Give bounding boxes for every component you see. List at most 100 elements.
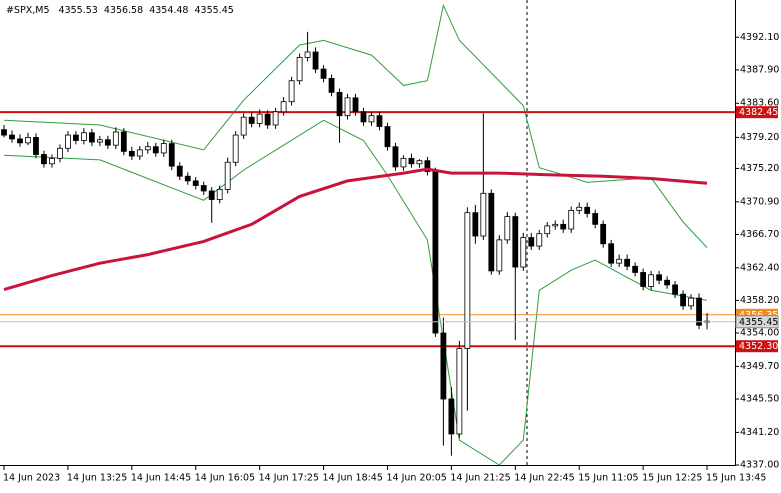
candle-body: [184, 175, 191, 182]
candle-body: [112, 131, 119, 146]
candle-body: [392, 146, 399, 168]
candle-body: [200, 185, 207, 192]
chart-title: #SPX,M5 4355.53 4356.58 4354.48 4355.45: [6, 5, 234, 16]
y-tick-label: 4337.00: [740, 460, 779, 471]
candle-body: [656, 274, 663, 281]
candle-body: [616, 258, 623, 264]
moving-average: [3, 167, 708, 292]
x-tick-label: 14 Jun 13:25: [67, 473, 127, 484]
ohlc-open: 4355.53: [59, 5, 98, 16]
candle-body: [376, 115, 383, 127]
current-price-box: [735, 315, 779, 329]
candle-body: [312, 51, 319, 70]
candle-body: [696, 297, 702, 326]
candle-body: [288, 80, 295, 103]
x-tick-label: 15 Jun 11:05: [578, 473, 638, 484]
x-tick-label: 14 Jun 18:45: [323, 473, 383, 484]
candle-body: [176, 165, 183, 177]
x-tick-label: 15 Jun 13:45: [706, 473, 766, 484]
candle-body: [104, 139, 111, 146]
candle-body: [584, 206, 591, 214]
candle-body: [336, 91, 343, 117]
candle-body: [576, 206, 583, 211]
candle-body: [528, 237, 535, 247]
y-tick-label: 4366.70: [740, 229, 779, 240]
candle-body: [144, 146, 151, 151]
candle-body: [568, 209, 575, 230]
candle-body: [240, 116, 247, 136]
candle-body: [65, 134, 71, 149]
candle-body: [296, 57, 303, 82]
y-tick-label: 4370.90: [740, 196, 779, 207]
candle-body: [80, 132, 87, 141]
candle-body: [464, 212, 471, 349]
candle-body: [168, 143, 175, 167]
y-tick-label: 4341.20: [740, 427, 779, 438]
candle-body: [448, 398, 455, 435]
ohlc-high: 4356.58: [104, 5, 143, 16]
candle-body: [17, 138, 23, 144]
candle-body: [536, 233, 543, 247]
candle-body: [512, 216, 519, 268]
candle-body: [664, 279, 670, 286]
candle-body: [128, 150, 135, 157]
candle-body: [280, 101, 287, 113]
candle-body: [624, 258, 631, 267]
y-tick-label: 4358.20: [740, 295, 779, 306]
candle-body: [592, 213, 599, 225]
candle-body: [57, 147, 63, 159]
candle-body: [480, 192, 487, 237]
candle-body: [49, 157, 55, 165]
candle-body: [384, 126, 391, 148]
candle-body: [352, 97, 359, 113]
current-price-label: 4355.45: [739, 317, 778, 328]
candle-body: [304, 51, 311, 58]
candle-body: [328, 78, 335, 93]
price-level-box: [736, 340, 778, 353]
candle-body: [600, 223, 607, 245]
candle-body: [496, 239, 503, 272]
candle-body: [424, 160, 431, 172]
x-tick-label: 14 Jun 20:05: [386, 473, 446, 484]
upper-band: [3, 3, 708, 248]
candle-body: [488, 192, 495, 272]
y-tick-label: 4349.70: [740, 361, 779, 372]
candle-body: [552, 223, 559, 227]
candle-body: [408, 157, 415, 165]
candle-body: [560, 223, 567, 230]
y-tick-label: 4379.20: [740, 132, 779, 143]
candle-body: [360, 111, 367, 123]
candle-body: [544, 225, 551, 235]
candle-body: [432, 171, 439, 334]
y-tick-label: 4375.20: [740, 163, 779, 174]
y-tick-label: 4362.40: [740, 262, 779, 273]
candle-body: [320, 68, 327, 79]
y-tick-label: 4387.90: [740, 64, 779, 75]
candle-body: [152, 146, 159, 154]
candle-body: [264, 113, 271, 126]
y-tick-label: 4383.60: [740, 98, 779, 109]
x-tick-label: 14 Jun 21:25: [450, 473, 510, 484]
y-tick-label: 4392.10: [740, 32, 779, 43]
candle-body: [672, 284, 678, 295]
candle-body: [96, 139, 103, 143]
x-tick-label: 14 Jun 17:25: [259, 473, 319, 484]
candle-body: [9, 134, 15, 140]
x-tick-label: 14 Jun 2023: [3, 473, 60, 484]
candle-body: [192, 180, 199, 186]
y-tick-label: 4354.00: [740, 328, 779, 339]
x-tick-label: 14 Jun 16:05: [195, 473, 255, 484]
x-tick-label: 14 Jun 14:45: [131, 473, 191, 484]
candle-body: [640, 272, 647, 287]
candle-body: [256, 113, 263, 124]
candle-body: [632, 265, 639, 273]
ohlc-low: 4354.48: [149, 5, 188, 16]
candle-body: [472, 212, 479, 237]
candle-body: [120, 131, 127, 152]
candle-body: [208, 190, 215, 200]
candle-body: [216, 189, 223, 200]
candle-body: [25, 137, 31, 144]
candle-body: [440, 332, 447, 400]
